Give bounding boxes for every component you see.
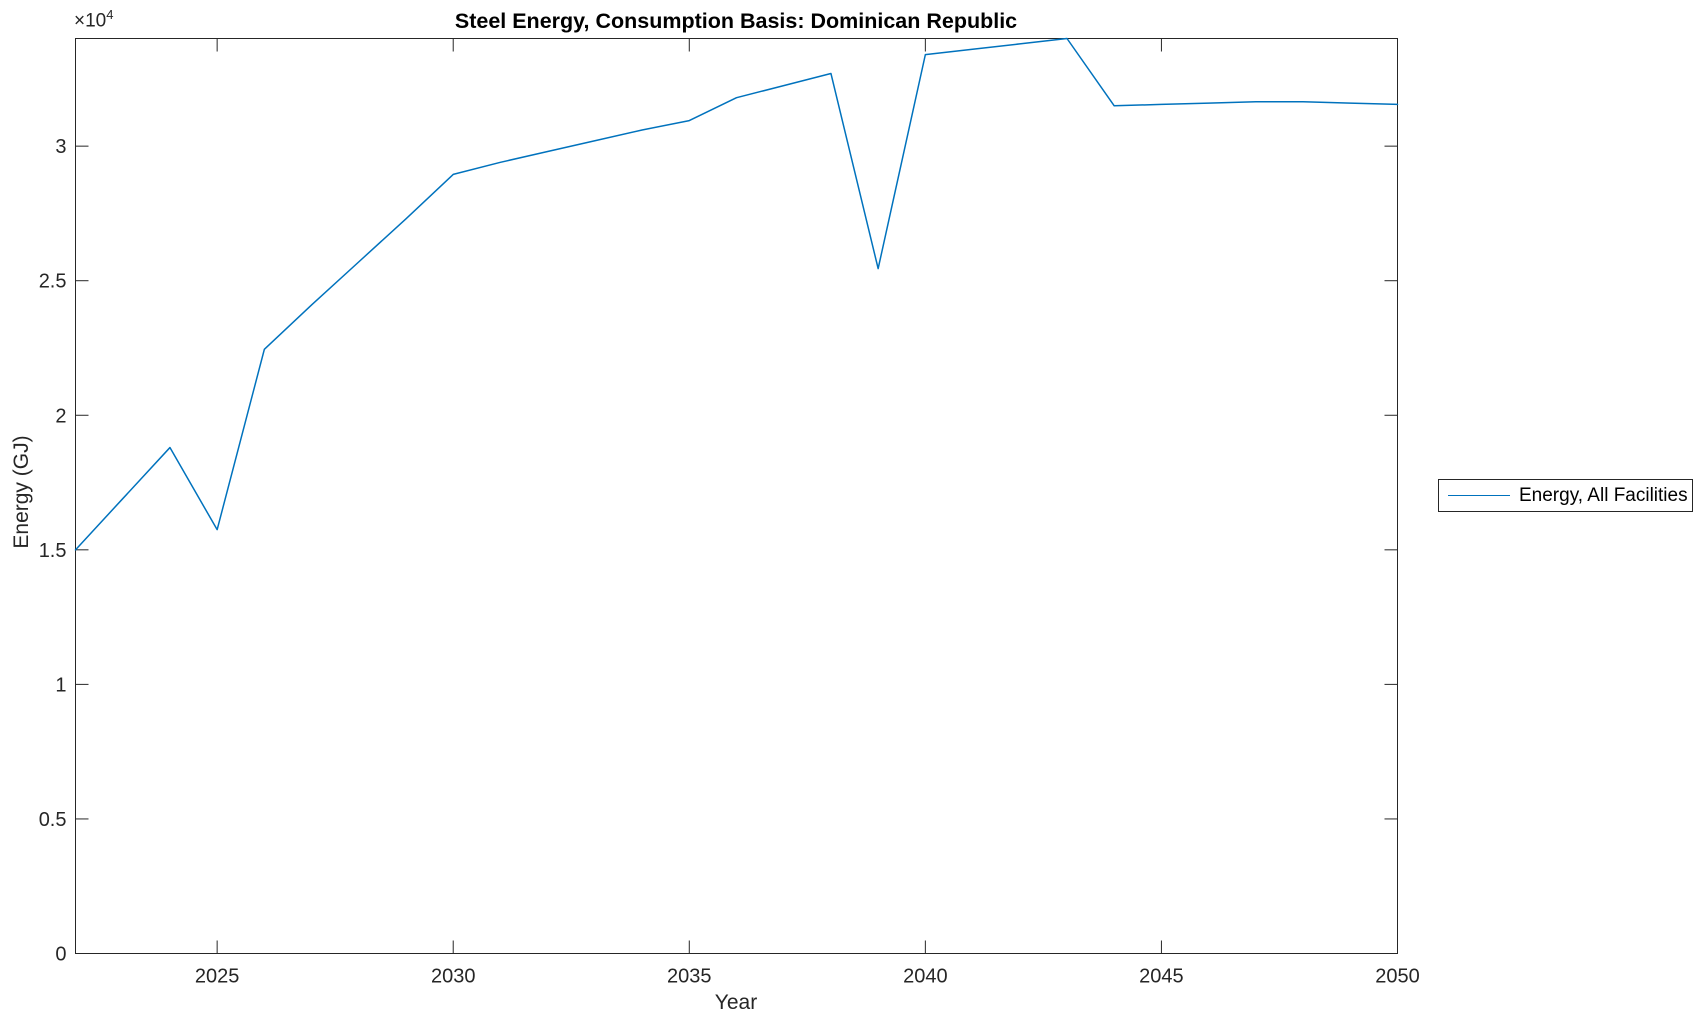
- y-tick-label: 2: [55, 405, 66, 427]
- y-tick-label: 1: [55, 674, 66, 696]
- y-tick-label: 0: [55, 944, 66, 966]
- y-axis-multiplier-exponent: 4: [106, 7, 114, 22]
- x-tick-label: 2050: [1375, 966, 1420, 988]
- legend-line-sample-icon: [1448, 495, 1510, 496]
- y-tick-label: 0.5: [39, 809, 67, 831]
- chart-title: Steel Energy, Consumption Basis: Dominic…: [454, 9, 1018, 33]
- series-line-energy-all-facilities: [74, 37, 1399, 551]
- y-axis-multiplier: ×104: [74, 7, 113, 32]
- legend: Energy, All Facilities: [1438, 479, 1693, 512]
- axes-box: [75, 38, 1398, 954]
- x-tick-label: 2025: [195, 966, 240, 988]
- x-tick-label: 2030: [431, 966, 476, 988]
- x-tick-label: 2045: [1139, 966, 1184, 988]
- y-axis-label: Energy (GJ): [10, 435, 33, 549]
- x-tick-label: 2040: [903, 966, 948, 988]
- legend-entry-label: Energy, All Facilities: [1519, 484, 1688, 506]
- x-axis-label: Year: [714, 991, 758, 1014]
- x-tick-label: 2035: [667, 966, 712, 988]
- y-tick-label: 2.5: [39, 271, 67, 293]
- y-tick-label: 3: [55, 136, 66, 158]
- y-tick-label: 1.5: [39, 540, 67, 562]
- y-axis-multiplier-base: ×10: [74, 10, 107, 32]
